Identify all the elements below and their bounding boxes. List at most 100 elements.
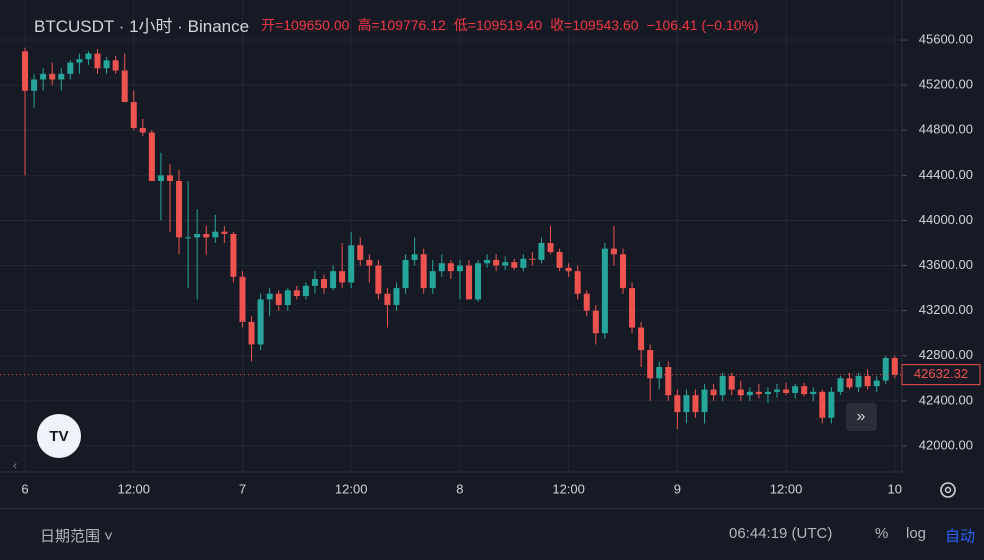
candle-body [837,378,844,392]
candle-body [49,73,56,80]
candle-body [366,259,373,266]
candle-body [112,60,119,71]
candle-body [321,279,328,289]
candle-body [293,290,300,296]
candle-body [538,242,545,260]
candle-body [257,299,264,345]
candle-body [384,293,391,306]
auto-toggle[interactable]: 自动 [945,528,976,545]
x-tick-label: 7 [239,481,246,496]
x-tick-label: 12:00 [117,481,150,496]
candle-body [185,237,192,239]
candle-body [438,263,445,272]
candle-body [230,233,237,277]
scroll-left[interactable]: ‹ [13,457,17,472]
candle-body [638,327,645,351]
candle-body [31,79,38,91]
candle-body [139,127,146,133]
candle-body [103,60,110,69]
svg-text:TV: TV [49,428,68,445]
candle-body [647,350,654,379]
candle-body [402,259,409,289]
settings-icon[interactable] [940,482,956,498]
candle-body [701,389,708,413]
candle-body [547,242,554,253]
legend-item: 高=109776.12 [357,16,446,33]
candle-body [212,231,219,238]
candle-body [266,293,273,300]
y-tick-label: 42000.00 [919,437,973,452]
candle-body [456,265,463,272]
legend-item: −106.41 (−0.10%) [646,16,759,33]
candle-body [601,248,608,334]
candle-body [411,254,418,260]
y-tick-label: 44400.00 [919,167,973,182]
candle-body [284,290,291,306]
candle-body [556,252,563,268]
candle-body [882,358,889,381]
candle-body [348,245,355,283]
candle-body [221,231,228,234]
candle-body [130,102,137,128]
legend-item: 低=109519.40 [453,16,543,33]
candle-body [719,376,726,396]
y-tick-label: 43600.00 [919,257,973,272]
candle-body [339,271,346,283]
candle-body [710,389,717,396]
x-tick-label: 9 [674,481,681,496]
candle-body [683,395,690,413]
candle-body [864,376,871,387]
candle-body [493,259,500,266]
y-tick-label: 43200.00 [919,302,973,317]
x-tick-label: 6 [21,481,28,496]
candle-body [420,254,427,289]
candle-body [311,279,318,286]
date-range[interactable]: 日期范围 ˅ [40,528,113,545]
candle-body [755,391,762,395]
candle-body [275,293,282,306]
candle-body [873,380,880,387]
candle-body [574,271,581,294]
candle-body [565,267,572,272]
candle-body [801,386,808,395]
background [0,0,984,508]
candle-body [465,265,472,300]
candle-body [529,258,536,260]
candle-body [728,376,735,390]
plot [0,0,907,472]
header: BTCUSDT · 1小时 · Binance 开=109650.00 高=10… [34,12,759,37]
y-tick-label: 45600.00 [919,31,973,46]
candle-body [447,263,454,272]
scroll-button[interactable]: » [846,403,877,431]
y-tick-label: 45200.00 [919,77,973,92]
candle-body [239,276,246,322]
candle-body [520,258,527,268]
log-toggle[interactable]: log [906,525,927,542]
x-tick-label: 8 [456,481,463,496]
candle-body [502,262,509,266]
candle-body [656,367,663,379]
candle-body [665,367,672,396]
candle-body [203,233,210,238]
y-tick-label: 44800.00 [919,122,973,137]
candle-body [592,310,599,334]
symbol-title: BTCUSDT · 1小时 · Binance [34,17,250,36]
legend-item: 收=109543.60 [550,16,639,33]
y-tick-label: 42800.00 [919,347,973,362]
candle-body [764,391,771,395]
candle-body [76,59,83,63]
percent-toggle[interactable]: % [875,525,889,542]
y-tick-label: 42400.00 [919,392,973,407]
candle-body [774,389,781,392]
candle-body [393,288,400,306]
candle-body [674,395,681,413]
chart: TV » ‹ 42000.00 42400.00 42800.00 43200.00 4… [0,0,984,508]
candle-body [357,245,364,260]
candle-body [194,233,201,238]
candle-body [148,132,155,181]
candle-body [330,271,337,289]
last-price-label: 42632.32 [914,366,968,381]
x-tick-label: 12:00 [335,481,368,496]
candle-body [67,62,74,74]
